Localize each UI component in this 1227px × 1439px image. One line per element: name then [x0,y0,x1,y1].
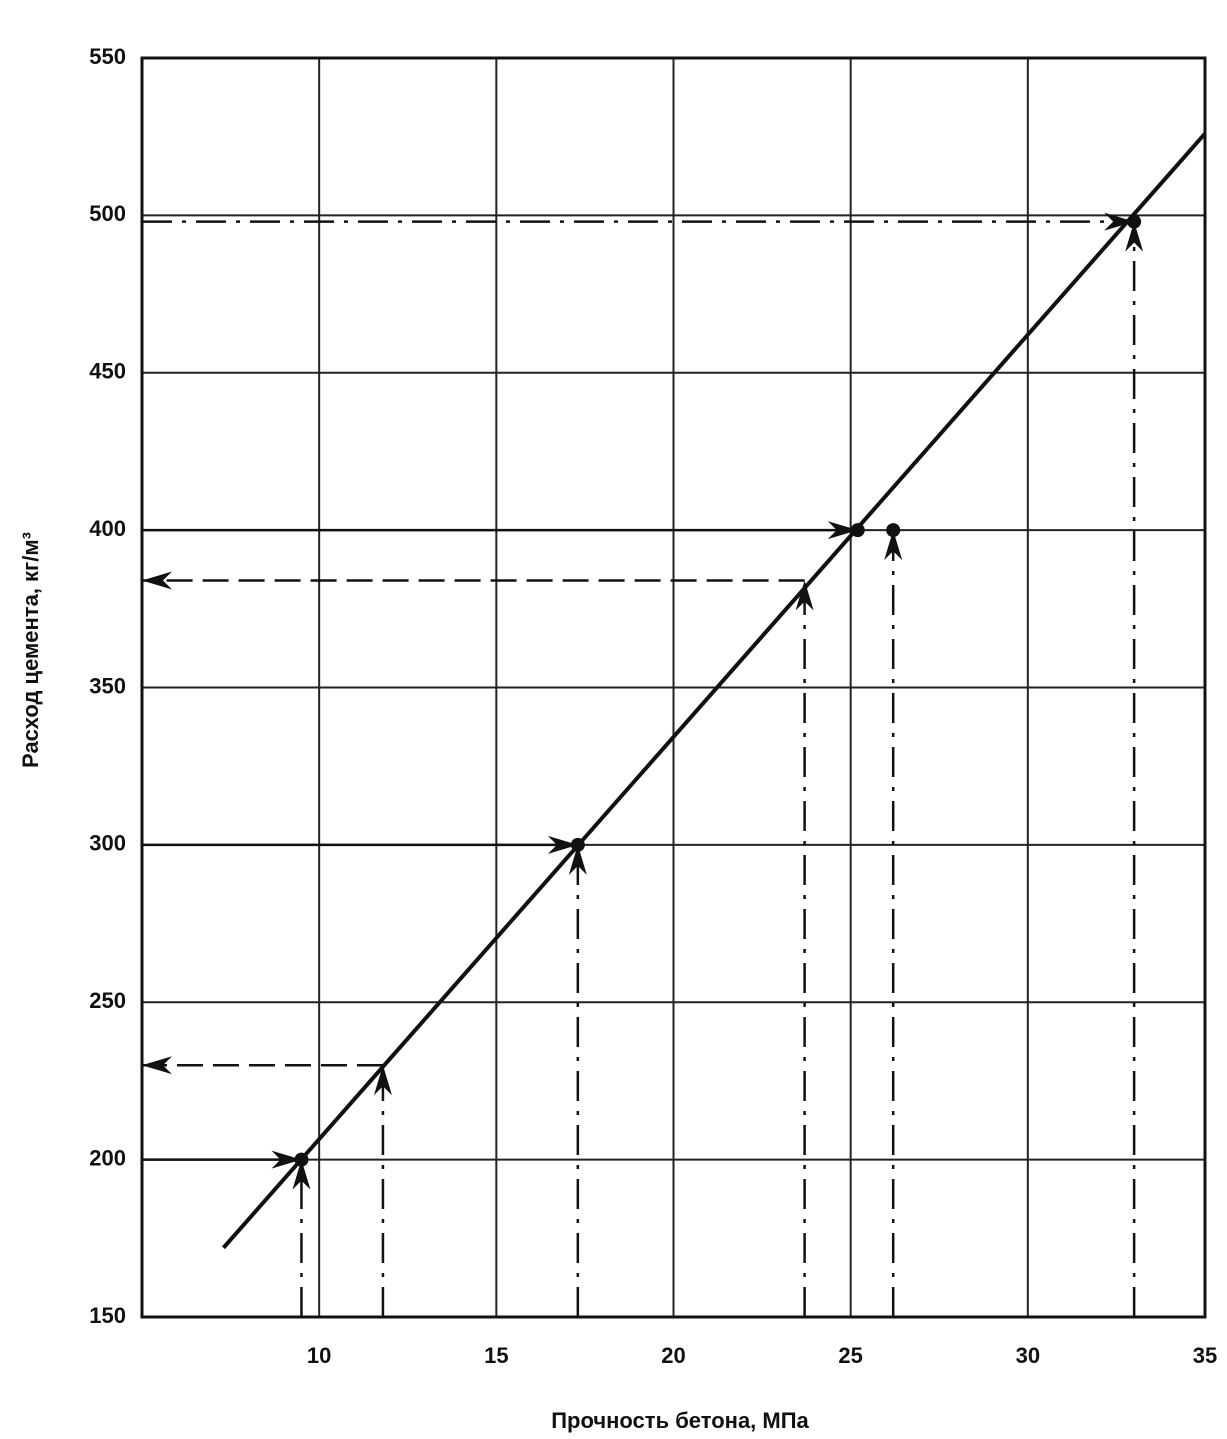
y-tick-label: 200 [89,1145,126,1170]
y-tick-label: 300 [89,831,126,856]
x-tick-label: 30 [1016,1343,1040,1368]
point [570,837,585,852]
series-line [221,132,1207,1250]
x-tick-label: 35 [1193,1343,1217,1368]
y-tick-label: 150 [89,1303,126,1328]
x-tick-label: 25 [838,1343,862,1368]
point [1127,214,1142,229]
x-tick-label: 10 [307,1343,331,1368]
x-tick-label: 15 [484,1343,508,1368]
y-axis-title: Расход цемента, кг/м³ [18,532,43,768]
y-tick-label: 400 [89,516,126,541]
y-tick-label: 250 [89,988,126,1013]
point [886,523,901,538]
y-tick-label: 450 [89,359,126,384]
x-axis-title: Прочность бетона, МПа [551,1408,809,1433]
y-tick-label: 550 [89,44,126,69]
point [850,523,865,538]
x-tick-label: 20 [661,1343,685,1368]
y-tick-label: 350 [89,673,126,698]
point [294,1152,309,1167]
y-tick-label: 500 [89,201,126,226]
plot-frame [140,56,1207,1319]
